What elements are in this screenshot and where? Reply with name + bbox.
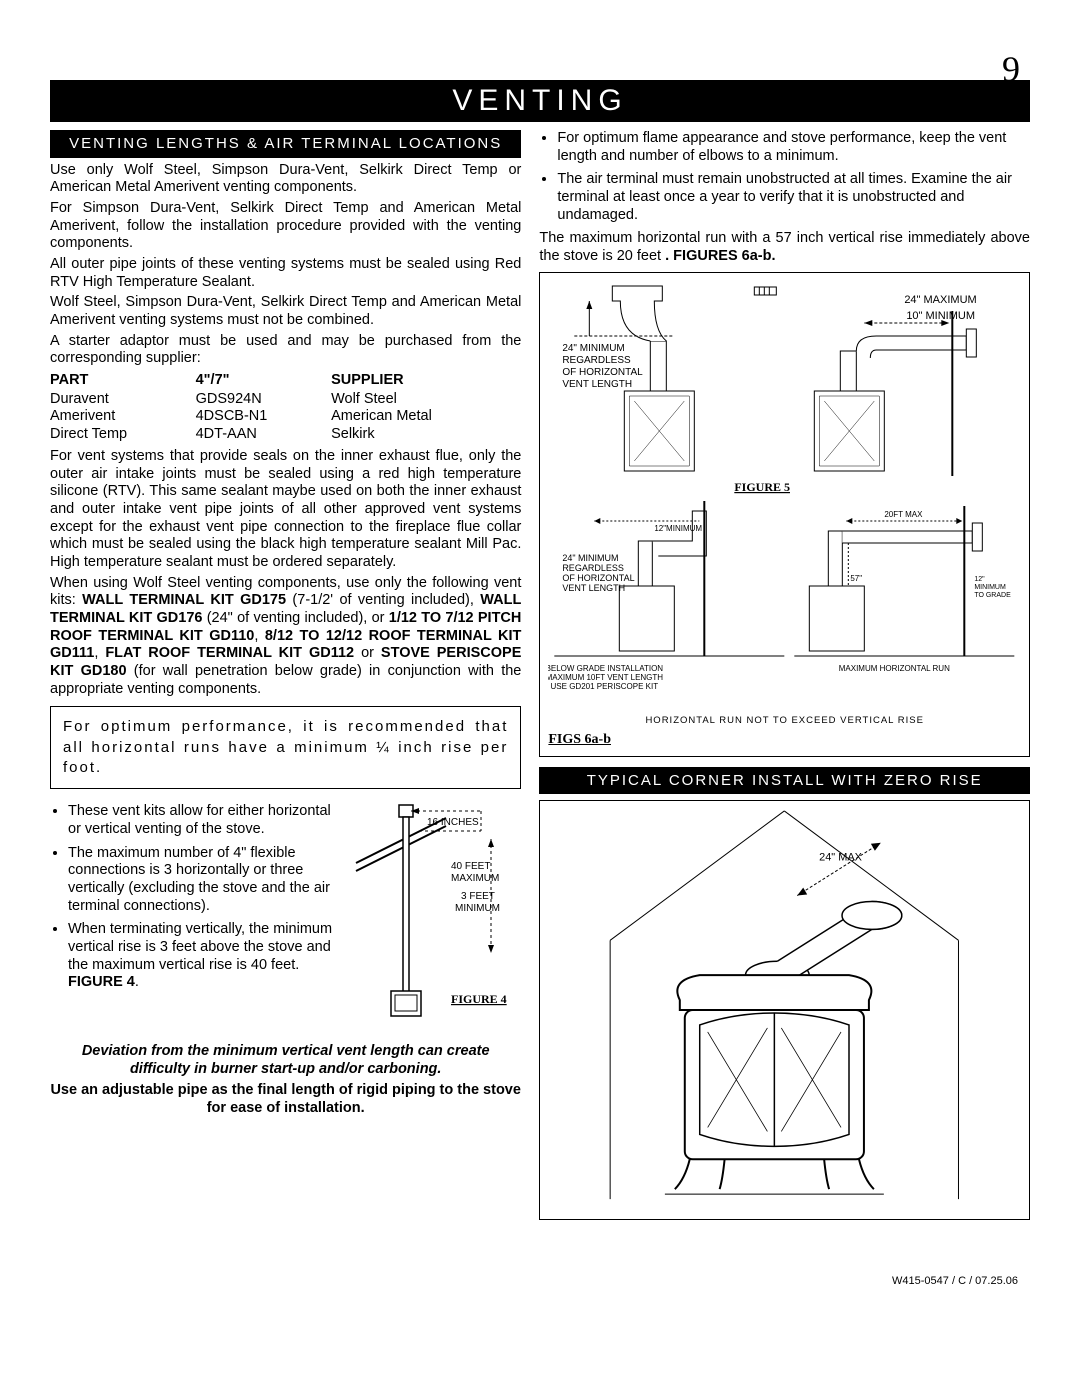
svg-text:16 INCHES: 16 INCHES <box>427 817 479 828</box>
list-item: When terminating vertically, the minimum… <box>68 921 341 992</box>
para: For vent systems that provide seals on t… <box>50 448 521 572</box>
para: For Simpson Dura-Vent, Selkirk Direct Te… <box>50 200 521 253</box>
fig6-note: HORIZONTAL RUN NOT TO EXCEED VERTICAL RI… <box>548 716 1021 726</box>
table-row: Amerivent 4DSCB-N1 American Metal <box>50 408 521 426</box>
table-row: Duravent GDS924N Wolf Steel <box>50 391 521 409</box>
figs-6ab-label: FIGS 6a-b <box>548 732 611 747</box>
para: A starter adaptor must be used and may b… <box>50 333 521 368</box>
svg-text:MAXIMUM: MAXIMUM <box>451 873 499 884</box>
svg-text:FIGURE 5: FIGURE 5 <box>735 480 791 494</box>
svg-text:MAXIMUM 10FT VENT LENGTH: MAXIMUM 10FT VENT LENGTH <box>548 673 663 682</box>
list-item: The air terminal must remain unobstructe… <box>557 171 1030 224</box>
svg-text:24" MAX: 24" MAX <box>820 852 863 864</box>
svg-text:10" MINIMUM: 10" MINIMUM <box>907 310 976 322</box>
svg-text:REGARDLESS: REGARDLESS <box>563 355 632 366</box>
para: Wolf Steel, Simpson Dura-Vent, Selkirk D… <box>50 294 521 329</box>
list-item: For optimum flame appearance and stove p… <box>557 130 1030 165</box>
footer-code: W415-0547 / C / 07.25.06 <box>892 1275 1018 1287</box>
svg-text:TO GRADE: TO GRADE <box>975 592 1012 599</box>
svg-text:MINIMUM: MINIMUM <box>455 903 500 914</box>
svg-text:VENT LENGTH: VENT LENGTH <box>563 379 633 390</box>
parts-table: PART 4"/7" SUPPLIER Duravent GDS924N Wol… <box>50 371 521 444</box>
svg-text:20FT MAX: 20FT MAX <box>885 510 924 519</box>
svg-text:OF HORIZONTAL: OF HORIZONTAL <box>563 367 644 378</box>
svg-text:40 FEET: 40 FEET <box>451 861 490 872</box>
section-head-corner: TYPICAL CORNER INSTALL WITH ZERO RISE <box>539 767 1030 795</box>
svg-text:24" MAXIMUM: 24" MAXIMUM <box>905 294 977 306</box>
th: SUPPLIER <box>331 371 521 391</box>
page-title: VENTING <box>50 80 1030 122</box>
section-head-venting-lengths: VENTING LENGTHS & AIR TERMINAL LOCATIONS <box>50 130 521 158</box>
bullet-list: These vent kits allow for either horizon… <box>50 803 341 992</box>
para: All outer pipe joints of these venting s… <box>50 256 521 291</box>
table-row: Direct Temp 4DT-AAN Selkirk <box>50 426 521 444</box>
para: The maximum horizontal run with a 57 inc… <box>539 230 1030 265</box>
svg-text:USE GD201 PERISCOPE KIT: USE GD201 PERISCOPE KIT <box>551 682 659 691</box>
svg-text:BELOW GRADE INSTALLATION: BELOW GRADE INSTALLATION <box>548 664 663 673</box>
adjustable-note: Use an adjustable pipe as the final leng… <box>50 1082 521 1117</box>
para: When using Wolf Steel venting components… <box>50 575 521 699</box>
list-item: These vent kits allow for either horizon… <box>68 803 341 838</box>
list-item: The maximum number of 4" flexible connec… <box>68 845 341 916</box>
svg-text:FIGURE 4: FIGURE 4 <box>451 992 507 1006</box>
th: PART <box>50 371 196 391</box>
svg-text:REGARDLESS: REGARDLESS <box>563 563 625 573</box>
svg-text:12"MINIMUM: 12"MINIMUM <box>655 524 703 533</box>
svg-text:12": 12" <box>975 576 986 583</box>
figure-4: 16 INCHES 40 FEET MAXIMUM 3 FEET MINIMUM… <box>351 803 521 1039</box>
svg-text:57": 57" <box>851 574 863 583</box>
svg-text:VENT LENGTH: VENT LENGTH <box>563 583 626 593</box>
para: Use only Wolf Steel, Simpson Dura-Vent, … <box>50 162 521 197</box>
svg-text:24" MINIMUM: 24" MINIMUM <box>563 553 619 563</box>
th: 4"/7" <box>196 371 331 391</box>
deviation-note: Deviation from the minimum vertical vent… <box>50 1043 521 1078</box>
svg-text:OF HORIZONTAL: OF HORIZONTAL <box>563 573 635 583</box>
figure-5-6-box: 24" MINIMUM REGARDLESS OF HORIZONTAL VEN… <box>539 272 1030 757</box>
recommendation-box: For optimum performance, it is recommend… <box>50 706 521 789</box>
svg-text:MAXIMUM HORIZONTAL RUN: MAXIMUM HORIZONTAL RUN <box>839 664 950 673</box>
page-number: 9 <box>1002 48 1020 90</box>
svg-text:24" MINIMUM: 24" MINIMUM <box>563 343 625 354</box>
left-column: VENTING LENGTHS & AIR TERMINAL LOCATIONS… <box>50 130 521 1220</box>
right-column: For optimum flame appearance and stove p… <box>539 130 1030 1220</box>
figure-corner-install: 24" MAX <box>539 800 1030 1220</box>
bullet-list: For optimum flame appearance and stove p… <box>539 130 1030 224</box>
svg-text:MINIMUM: MINIMUM <box>975 584 1007 591</box>
svg-text:3 FEET: 3 FEET <box>461 891 495 902</box>
